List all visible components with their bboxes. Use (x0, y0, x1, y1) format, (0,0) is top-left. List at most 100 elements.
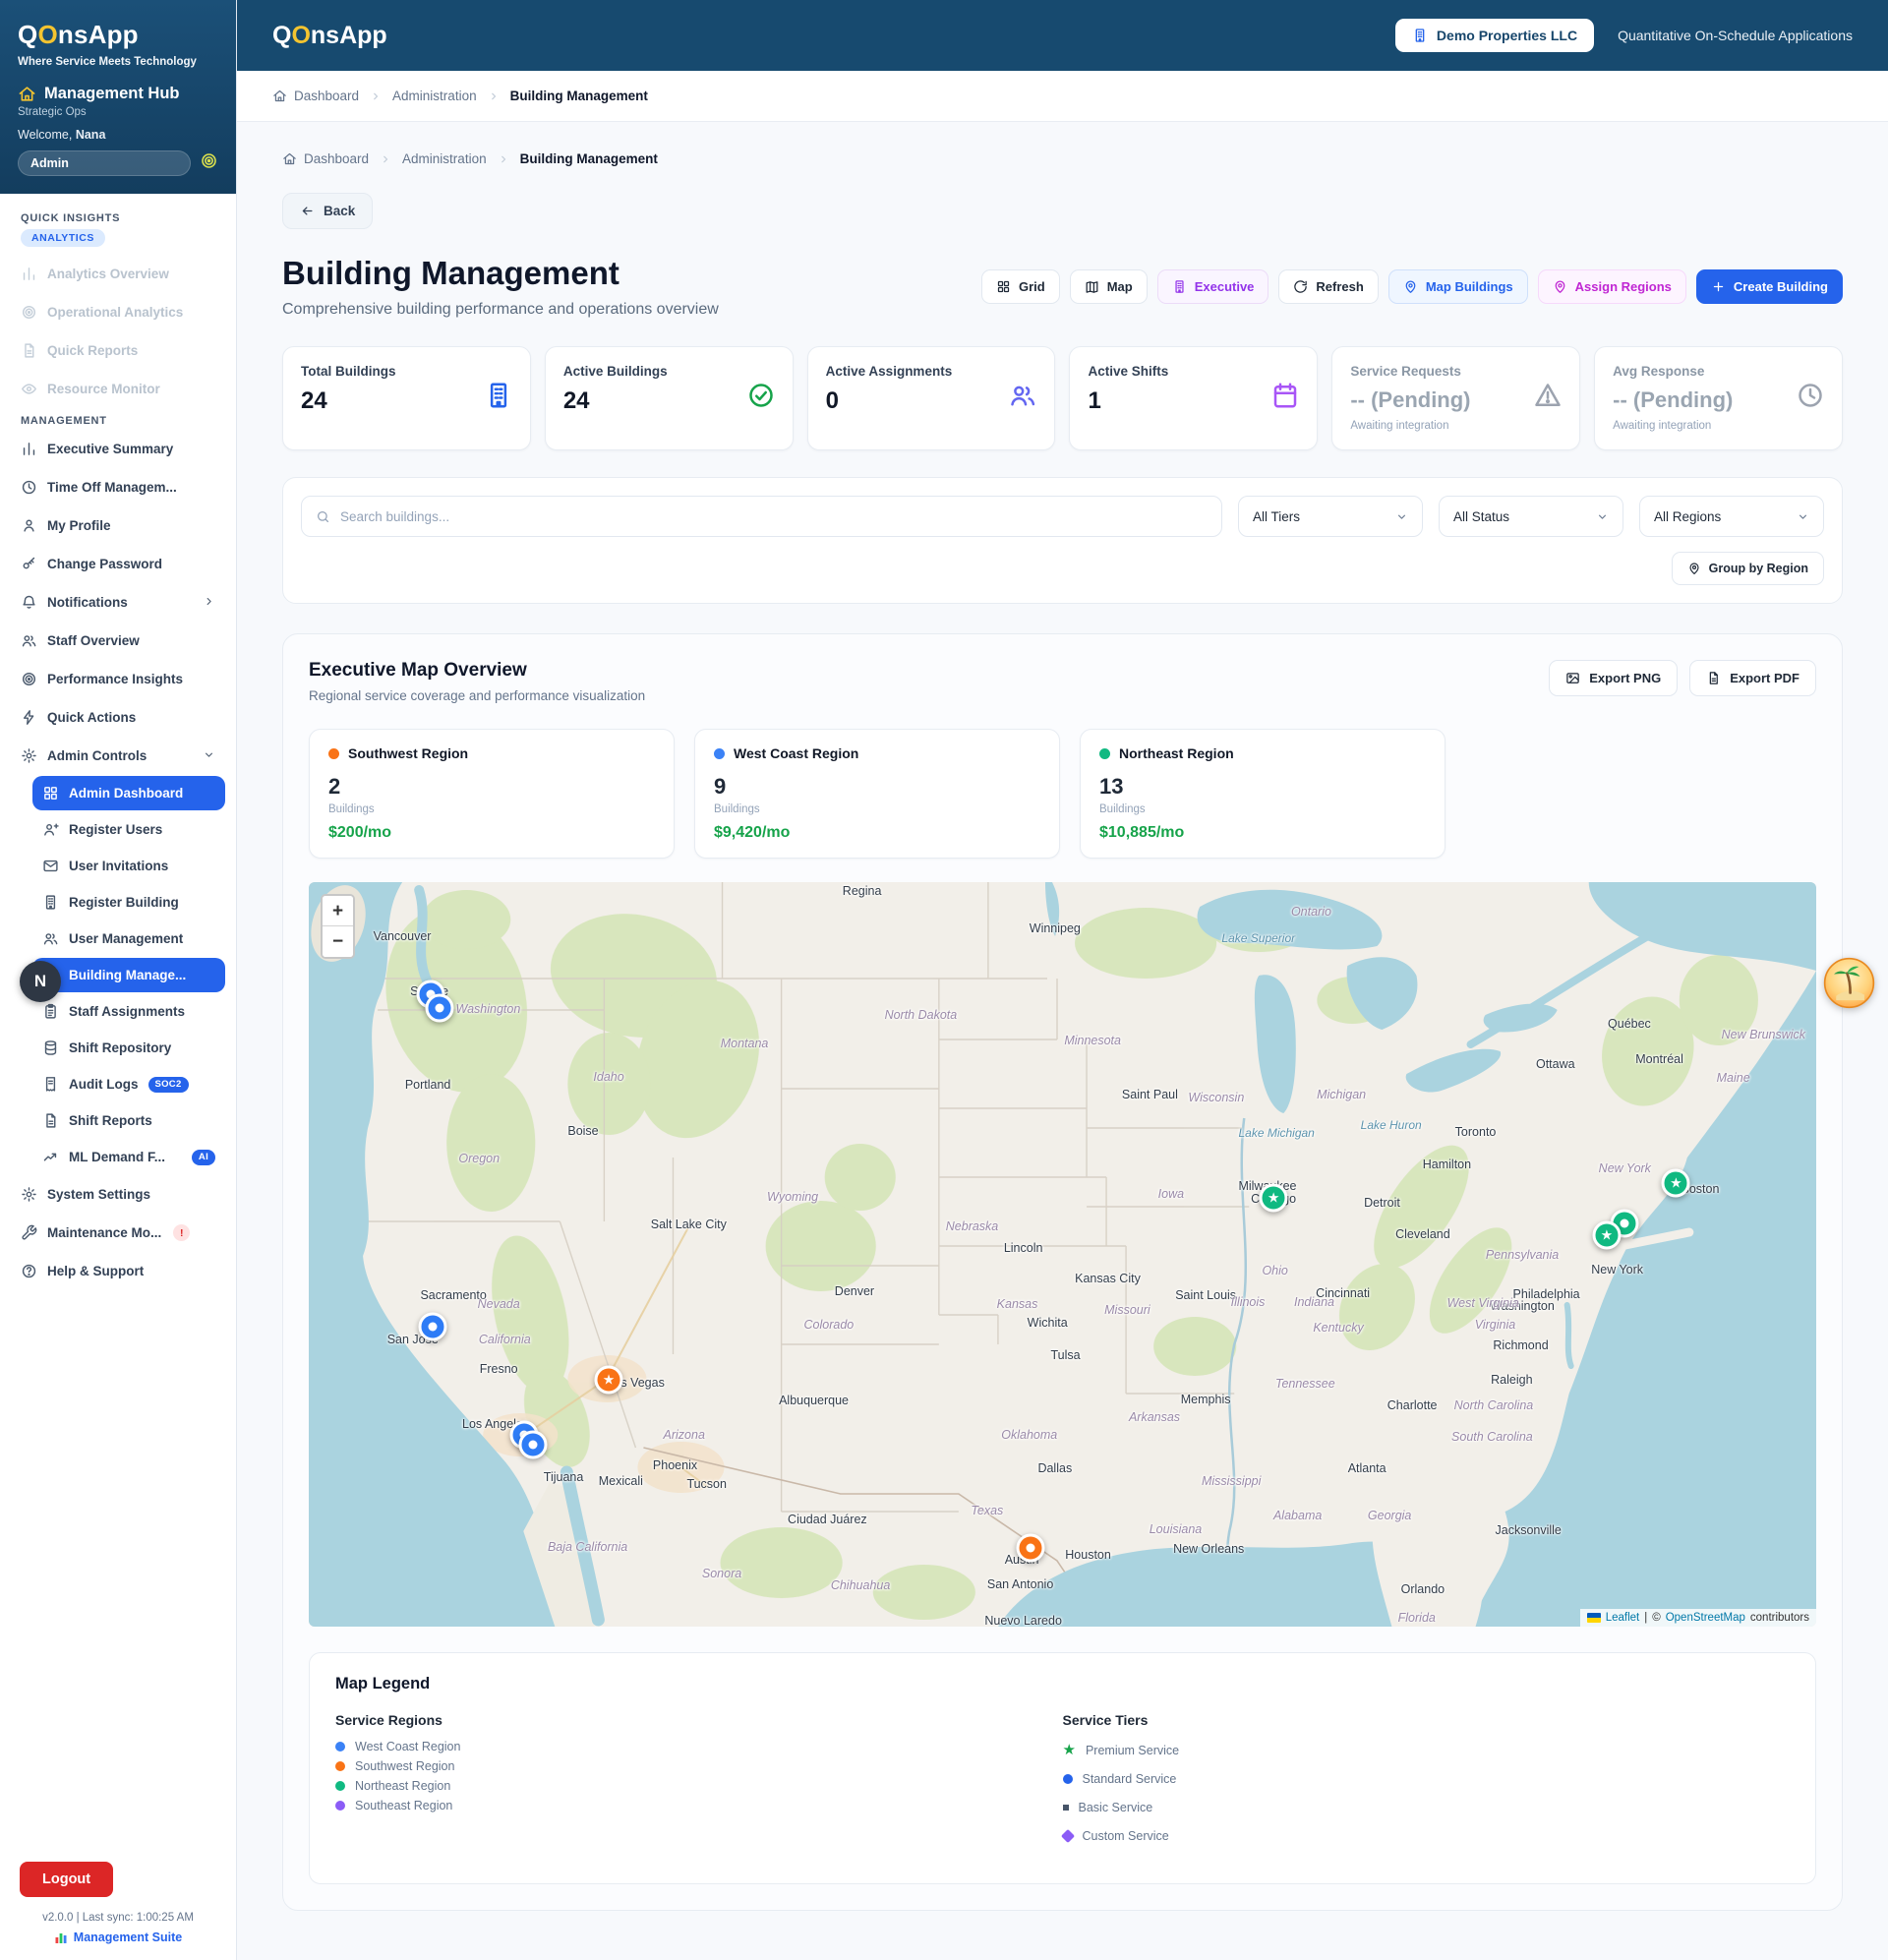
home-icon (19, 87, 35, 101)
sidebar-item-shift-reports[interactable]: Shift Reports (32, 1103, 225, 1138)
legend-region-northeast-region: Northeast Region (335, 1779, 1063, 1793)
legend-region-southeast-region: Southeast Region (335, 1799, 1063, 1812)
sidebar-item-maintenance-mo[interactable]: Maintenance Mo...! (11, 1215, 225, 1251)
document-icon (25, 343, 34, 358)
legend-dot-icon (335, 1742, 345, 1752)
management-suite-link[interactable]: Management Suite (20, 1930, 216, 1944)
leaflet-map[interactable]: Vancouver Regina Winnipeg Québec Montréal Ott… (309, 882, 1816, 1627)
main-area: QOnsApp Demo Properties LLC Quantitative… (237, 0, 1888, 1960)
sidebar-header: QOnsApp Where Service Meets Technology M… (0, 0, 236, 194)
leaflet-link[interactable]: Leaflet (1605, 1612, 1640, 1624)
map-marker-green-star[interactable]: ★ (1592, 1220, 1622, 1250)
person-icon (24, 519, 34, 532)
map-marker-orange-star[interactable]: ★ (594, 1365, 623, 1395)
version-text: v2.0.0 | Last sync: 1:00:25 AM (42, 1912, 194, 1924)
help-icon (22, 1264, 36, 1278)
sidebar-item-time-off-managem[interactable]: Time Off Managem... (11, 469, 225, 505)
sidebar-item-admin-controls[interactable]: Admin Controls (11, 738, 225, 774)
map-marker-green-star[interactable]: ★ (1661, 1168, 1690, 1198)
sidebar-item-my-profile[interactable]: My Profile (11, 507, 225, 544)
sidebar-item-register-building[interactable]: Register Building (32, 885, 225, 920)
sidebar-item-building-manage[interactable]: Building Manage... (32, 958, 225, 992)
sidebar-item-quick-actions[interactable]: Quick Actions (11, 699, 225, 736)
sidebar-item-audit-logs[interactable]: Audit Logs SOC2 (32, 1067, 225, 1101)
group-by-region-button[interactable]: Group by Region (1671, 552, 1824, 585)
grid-view-button[interactable]: Grid (980, 269, 1060, 304)
breadcrumb-item-dashboard[interactable]: Dashboard (272, 89, 359, 103)
pin-icon (1405, 280, 1416, 293)
receipt-icon (45, 1077, 56, 1092)
breadcrumb-separator (380, 153, 391, 165)
map-buildings-button[interactable]: Map Buildings (1387, 269, 1528, 304)
select-all-regions[interactable]: All Regions (1639, 496, 1824, 537)
create-building-button[interactable]: Create Building (1695, 269, 1843, 304)
breadcrumb-separator (488, 90, 500, 102)
sidebar-item-staff-assignments[interactable]: Staff Assignments (32, 994, 225, 1029)
legend-regions-heading: Service Regions (335, 1712, 442, 1728)
sidebar-item-change-password[interactable]: Change Password (11, 546, 225, 582)
sidebar-item-help-support[interactable]: Help & Support (11, 1253, 225, 1289)
select-all-tiers[interactable]: All Tiers (1238, 496, 1423, 537)
sidebar-item-operational-analytics: Operational Analytics (11, 294, 225, 330)
floating-avatar[interactable]: N (20, 961, 61, 1002)
refresh-button[interactable]: Refresh (1278, 269, 1379, 304)
assign-regions-button[interactable]: Assign Regions (1537, 269, 1686, 304)
breadcrumb-item-administration[interactable]: Administration (392, 89, 477, 103)
sidebar-item-performance-insights[interactable]: Performance Insights (11, 661, 225, 697)
sidebar-item-shift-repository[interactable]: Shift Repository (32, 1031, 225, 1065)
gear-icon (22, 1187, 36, 1202)
region-card-southwest-region: Southwest Region 2 Buildings $200/mo (309, 729, 675, 859)
people-icon (1011, 386, 1035, 406)
legend-region-southwest-region: Southwest Region (335, 1759, 1063, 1773)
breadcrumb-item-administration[interactable]: Administration (402, 151, 487, 166)
map-marker-blue-dot[interactable] (425, 993, 454, 1023)
map-marker-blue-dot[interactable] (518, 1430, 548, 1459)
sidebar-item-notifications[interactable]: Notifications (11, 584, 225, 621)
map-marker-blue-dot[interactable] (418, 1312, 447, 1341)
sidebar-item-user-management[interactable]: User Management (32, 921, 225, 956)
target-icon (22, 305, 36, 320)
sidebar-item-user-invitations[interactable]: User Invitations (32, 849, 225, 883)
clock-icon (1799, 384, 1822, 407)
map-zoom-control: + − (321, 894, 355, 959)
clock-icon (22, 480, 36, 495)
logout-button[interactable]: Logout (20, 1862, 114, 1897)
image-icon (1566, 673, 1579, 683)
sidebar-item-executive-summary[interactable]: Executive Summary (11, 431, 225, 467)
refresh-icon (1294, 280, 1308, 293)
map-marker-orange-dot[interactable] (1016, 1533, 1045, 1563)
arrow-left-icon (302, 207, 313, 215)
key-icon (23, 557, 35, 569)
mail-icon (43, 860, 58, 872)
legend-dot-icon (335, 1801, 345, 1811)
sidebar-item-ml-demand-f[interactable]: ML Demand F... AI (32, 1140, 225, 1174)
osm-link[interactable]: OpenStreetMap (1665, 1612, 1745, 1624)
filter-card: All Tiers All Status All Regions Group by … (282, 477, 1843, 604)
dot-icon (1062, 1774, 1073, 1784)
sidebar-item-staff-overview[interactable]: Staff Overview (11, 623, 225, 659)
sidebar-nav: QUICK INSIGHTS ANALYTICS Analytics Overvie… (0, 194, 236, 1848)
back-button[interactable]: Back (282, 193, 374, 229)
org-selector-button[interactable]: Demo Properties LLC (1394, 19, 1595, 52)
export-png-button[interactable]: Export PNG (1549, 660, 1679, 696)
legend-dot-icon (335, 1781, 345, 1791)
map-view-button[interactable]: Map (1069, 269, 1148, 304)
sidebar-item-register-users[interactable]: Register Users (32, 812, 225, 847)
breadcrumb-item-dashboard[interactable]: Dashboard (282, 151, 369, 166)
export-pdf-button[interactable]: Export PDF (1689, 660, 1816, 696)
search-input[interactable] (340, 508, 1208, 524)
map-marker-green-star[interactable]: ★ (1259, 1183, 1288, 1213)
bell-icon (23, 595, 35, 609)
executive-view-button[interactable]: Executive (1156, 269, 1269, 304)
zap-icon (23, 710, 34, 725)
chevron-down-icon (1397, 514, 1406, 519)
breadcrumb-bar: Dashboard Administration Building Manageme… (237, 71, 1888, 122)
select-all-status[interactable]: All Status (1439, 496, 1623, 537)
zoom-in-button[interactable]: + (323, 896, 353, 926)
tropical-island-icon[interactable] (1823, 957, 1875, 1009)
bar-chart-icon (23, 443, 35, 455)
sidebar-item-system-settings[interactable]: System Settings (11, 1176, 225, 1213)
sidebar-item-admin-dashboard[interactable]: Admin Dashboard (32, 776, 225, 810)
zoom-out-button[interactable]: − (323, 926, 353, 957)
target-icon (22, 672, 36, 686)
